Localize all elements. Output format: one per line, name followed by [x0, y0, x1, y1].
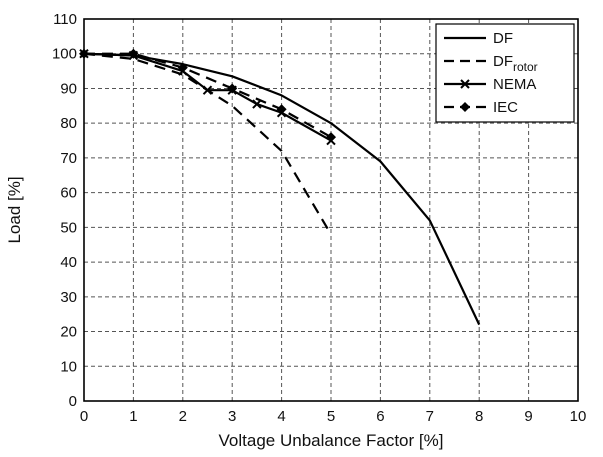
- legend-box: [435, 23, 575, 123]
- series-group: [79, 48, 481, 326]
- data-point-nema: [202, 85, 213, 95]
- y-tick-label: 40: [60, 254, 77, 271]
- data-point-iec: [128, 48, 139, 59]
- y-tick-label: 50: [60, 219, 77, 236]
- y-tick-label: 0: [69, 393, 77, 410]
- x-tick-label: 0: [80, 408, 88, 425]
- series-line-iec: [84, 52, 332, 139]
- legend-label: NEMA: [493, 76, 536, 93]
- series-line-nema: [83, 52, 332, 142]
- y-tick-label: 30: [60, 289, 77, 306]
- x-tick-label: 8: [475, 408, 483, 425]
- x-axis-label: Voltage Unbalance Factor [%]: [219, 431, 444, 450]
- x-tick-label: 5: [327, 408, 335, 425]
- y-tick-label: 80: [60, 115, 77, 132]
- y-tick-label: 100: [52, 46, 77, 63]
- legend-label: IEC: [493, 99, 518, 116]
- x-tick-label: 7: [426, 408, 434, 425]
- legend-marker: [460, 79, 470, 89]
- x-tick-label: 3: [228, 408, 236, 425]
- data-point-iec: [227, 83, 238, 94]
- x-tick-label: 6: [376, 408, 384, 425]
- x-tick-label: 1: [129, 408, 137, 425]
- x-tick-label: 4: [277, 408, 285, 425]
- y-axis-label: Load [%]: [5, 176, 24, 243]
- data-point-iec: [276, 104, 287, 115]
- x-tick-label: 10: [570, 408, 587, 425]
- legend: DF DFrotor NEMA IEC: [435, 23, 575, 123]
- y-tick-label: 60: [60, 185, 77, 202]
- series-line-df: [83, 52, 481, 326]
- legend-label: DF: [493, 30, 513, 47]
- x-tick-label: 2: [179, 408, 187, 425]
- data-point-nema: [252, 99, 262, 109]
- data-point-iec: [326, 132, 336, 143]
- y-tick-label: 70: [60, 150, 77, 167]
- y-tick-label: 110: [53, 11, 77, 28]
- y-tick-label: 90: [60, 80, 77, 97]
- legend-marker: [460, 102, 470, 112]
- data-point-iec: [177, 62, 188, 73]
- y-tick-label: 10: [60, 358, 77, 375]
- legend-label: DFrotor: [493, 53, 538, 74]
- y-tick-label: 20: [60, 324, 77, 341]
- series-line-df-rotor: [83, 52, 332, 235]
- plot-area: [83, 18, 579, 402]
- x-tick-label: 9: [524, 408, 532, 425]
